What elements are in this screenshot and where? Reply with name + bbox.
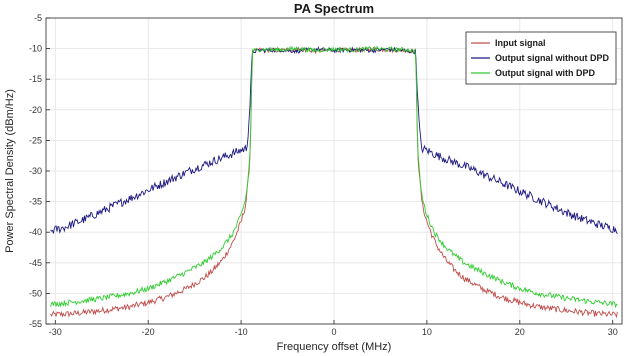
series-line-1	[50, 46, 618, 319]
x-tick-label: 20	[515, 327, 525, 337]
y-tick-label: -40	[29, 227, 42, 237]
y-tick-label: -20	[29, 105, 42, 115]
chart-title: PA Spectrum	[294, 1, 374, 16]
y-tick-label: -30	[29, 166, 42, 176]
axis-ticks: -30 -20 -10 0 10 20 30 -55 -50 -45 -40 -35 -30 -25 -20…	[29, 13, 618, 337]
x-axis-label: Frequency offset (MHz)	[277, 341, 392, 353]
y-tick-label: -50	[29, 288, 42, 298]
legend-box	[465, 31, 617, 85]
y-tick-label: -5	[34, 13, 42, 23]
y-tick-label: -45	[29, 258, 42, 268]
legend: Input signal Output signal without DPD Out…	[465, 31, 617, 85]
y-axis-label: Power Spectral Density (dBm/Hz)	[4, 89, 16, 253]
x-tick-label: -30	[49, 327, 62, 337]
series-line-3	[50, 45, 618, 309]
y-tick-label: -15	[29, 74, 42, 84]
y-tick-label: -10	[29, 44, 42, 54]
y-tick-label: -35	[29, 197, 42, 207]
x-tick-label: 0	[331, 327, 336, 337]
legend-label: Output signal with DPD	[495, 68, 595, 78]
x-tick-label: 30	[608, 327, 618, 337]
x-tick-label: 10	[422, 327, 432, 337]
legend-label: Input signal	[495, 38, 546, 48]
series-layer	[50, 45, 618, 319]
legend-label: Output signal without DPD	[495, 53, 609, 63]
y-tick-label: -25	[29, 135, 42, 145]
x-tick-label: -20	[142, 327, 155, 337]
y-tick-label: -55	[29, 319, 42, 329]
x-tick-label: -10	[235, 327, 248, 337]
